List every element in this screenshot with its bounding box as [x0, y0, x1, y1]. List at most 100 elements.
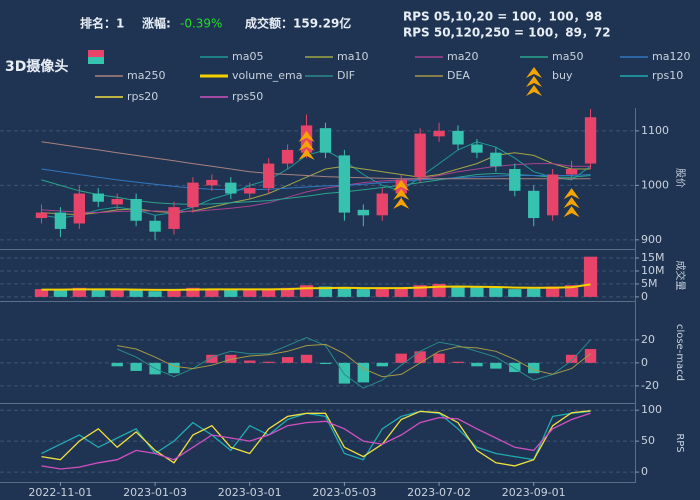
legend-label: DEA [447, 69, 470, 82]
volume-bar [53, 290, 68, 297]
macd-bar [130, 362, 142, 371]
macd-bar [414, 351, 426, 363]
volume-bar [451, 286, 465, 297]
turnover: 成交额：159.29亿 [245, 16, 351, 31]
candle-body [130, 198, 142, 221]
x-tick-label: 2023-01-03 [123, 486, 187, 499]
y-tick-label: -20 [641, 379, 659, 392]
volume-bar [72, 287, 86, 297]
y-axis-label: close-macd [674, 324, 685, 381]
buy-marker [393, 179, 410, 209]
legend: ma05 ma10 ma20 ma50 ma120 ma250 volume_ema DIF D… [88, 50, 690, 103]
legend-candle-icon [88, 57, 104, 64]
candle-body [433, 130, 445, 137]
candle-body [187, 182, 199, 208]
volume-bar [508, 289, 522, 297]
macd-bar [376, 362, 388, 367]
candle-body [452, 130, 464, 145]
volume-bar [318, 286, 333, 297]
candle-body [338, 155, 351, 213]
y-tick-label: 0 [641, 465, 648, 478]
volume-bar [34, 289, 49, 297]
candle-body [528, 190, 540, 219]
series-line [41, 168, 591, 191]
candle-body [414, 133, 426, 178]
legend-label: ma250 [127, 69, 165, 82]
rps-long: RPS 50,120,250 = 100，89，72 [403, 26, 611, 40]
macd-bar [338, 362, 351, 384]
volume-bar [91, 289, 105, 297]
macd-bar [509, 362, 521, 373]
macd-bar [357, 362, 370, 383]
frame [0, 108, 636, 483]
macd-bar [395, 353, 407, 363]
macd-bar [262, 361, 275, 363]
legend-label: ma120 [652, 50, 690, 63]
candle-body [300, 125, 313, 153]
y-tick-label: 50 [641, 434, 655, 447]
macd-bar [168, 362, 180, 374]
buy-marker [298, 130, 315, 160]
macd-bar [319, 362, 332, 365]
macd-bar [300, 354, 313, 363]
y-tick-label: 20 [641, 333, 655, 346]
legend-label: DIF [337, 69, 355, 82]
volume-bar [356, 289, 370, 297]
y-tick-label: 5M [641, 277, 658, 290]
buy-marker [526, 67, 542, 96]
legend-label: buy [552, 69, 573, 82]
legend-label: ma20 [447, 50, 478, 63]
chart-title: 3D摄像头 [5, 58, 68, 75]
series-line [117, 336, 591, 389]
macd-bar [206, 354, 218, 363]
candle-body [54, 212, 67, 229]
volume-bar [394, 287, 408, 297]
candle-body [92, 193, 104, 202]
series-line [41, 412, 591, 470]
candle-body [262, 163, 275, 189]
y-tick-label: 1000 [641, 178, 669, 191]
y-tick-label: 0 [641, 290, 648, 303]
candle-body [244, 188, 256, 194]
candle-body [471, 144, 483, 153]
candle-body [565, 169, 578, 175]
y-tick-label: 10M [641, 264, 665, 277]
legend-label: ma50 [552, 50, 583, 63]
candle-body [546, 174, 559, 216]
x-tick-label: 2023-05-03 [312, 486, 376, 499]
volume-bar [280, 287, 295, 297]
x-tick-label: 2023-09-01 [502, 486, 566, 499]
legend-candle-icon [88, 50, 104, 57]
candle-body [509, 169, 521, 191]
x-tick-label: 2022-11-01 [28, 486, 92, 499]
macd-bar [244, 360, 256, 363]
y-tick-label: 100 [641, 403, 662, 416]
series-line [41, 283, 591, 291]
series-line [41, 410, 591, 467]
volume-bar [413, 285, 427, 297]
volume-bar [167, 289, 181, 297]
candle-body [376, 193, 388, 216]
y-tick-label: 1100 [641, 124, 669, 137]
legend-label: ma05 [232, 50, 263, 63]
rps-short: RPS 05,10,20 = 100，100，98 [403, 10, 602, 24]
candle-body [225, 182, 237, 194]
volume-bar [470, 287, 484, 297]
candle-body [149, 220, 161, 232]
volume-bar [337, 287, 352, 297]
macd-bar [528, 362, 540, 374]
macd-bar [433, 353, 445, 363]
y-axis-label: 成交量 [674, 261, 687, 291]
volume-bar [243, 290, 257, 297]
volume-bar [527, 288, 541, 297]
legend-label: rps10 [652, 69, 683, 82]
rank: 排名：1 [80, 16, 124, 31]
candle-body [206, 179, 218, 186]
series-line [117, 343, 591, 378]
candle-body [35, 212, 48, 219]
legend-label: ma10 [337, 50, 368, 63]
volume-bar [205, 288, 219, 297]
macd-bar [565, 354, 578, 363]
volume-bar [148, 291, 162, 297]
candle-body [584, 117, 597, 164]
